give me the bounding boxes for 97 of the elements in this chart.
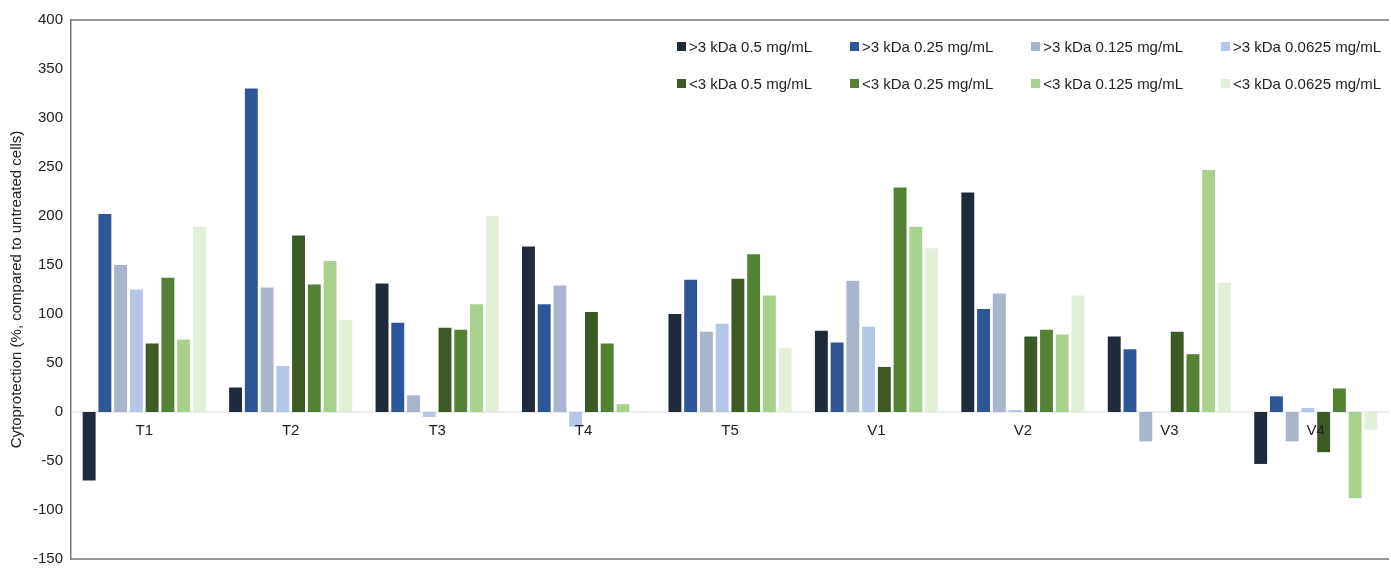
bar — [925, 248, 939, 412]
bar — [977, 309, 990, 412]
y-tick-label: 0 — [54, 402, 64, 420]
bar — [584, 312, 598, 412]
bar — [1254, 412, 1268, 464]
bar — [1139, 412, 1153, 442]
legend-label: >3 kDa 0.25 mg/mL — [861, 38, 994, 55]
y-tick-label: 150 — [37, 255, 64, 273]
bar — [569, 412, 583, 427]
bar — [391, 322, 405, 412]
bar — [438, 327, 452, 412]
legend-label: <3 kDa 0.0625 mg/mL — [1232, 75, 1381, 92]
y-tick-label: 350 — [37, 59, 64, 77]
y-axis-title: Cytoprotection (%, compared to untreated cells) — [7, 130, 25, 449]
legend-label: >3 kDa 0.0625 mg/mL — [1232, 38, 1381, 55]
bar — [814, 330, 828, 412]
x-tick-label: T2 — [281, 420, 300, 438]
bar — [1170, 331, 1184, 412]
bar — [276, 365, 290, 412]
bar — [537, 304, 551, 412]
bar — [292, 235, 306, 412]
legend-label: >3 kDa 0.125 mg/mL — [1043, 38, 1183, 55]
bar — [1269, 396, 1283, 412]
bar — [1301, 408, 1315, 412]
bar — [877, 366, 891, 412]
y-tick-label: -150 — [32, 549, 64, 567]
bar — [98, 214, 112, 412]
x-tick-label: T4 — [574, 420, 593, 438]
y-tick-label: 50 — [46, 353, 64, 371]
y-tick-label: 200 — [37, 206, 64, 224]
bar — [747, 254, 761, 412]
y-tick-label: 100 — [37, 304, 64, 322]
legend-label: <3 kDa 0.5 mg/mL — [689, 75, 812, 92]
bar — [715, 323, 729, 412]
bar — [1107, 336, 1121, 412]
bar — [553, 285, 567, 412]
bar — [422, 412, 436, 417]
bar — [1040, 329, 1053, 412]
x-tick-label: V2 — [1013, 420, 1033, 438]
bar — [846, 280, 860, 412]
bar — [762, 295, 776, 412]
x-tick-label: T5 — [721, 420, 739, 438]
bar — [668, 314, 682, 412]
y-tick-label: -50 — [41, 451, 64, 469]
bar — [114, 265, 128, 412]
bar — [699, 331, 713, 412]
x-tick-label: V1 — [867, 420, 886, 438]
bar — [778, 348, 792, 412]
bar — [522, 246, 535, 412]
bar — [1123, 349, 1137, 412]
bar — [244, 88, 258, 412]
bar — [600, 343, 614, 412]
bar — [731, 278, 745, 412]
bar — [830, 342, 844, 412]
bar — [145, 343, 159, 412]
bar — [992, 293, 1006, 412]
legend-label: >3 kDa 0.5 mg/mL — [689, 38, 812, 55]
bar — [1348, 412, 1362, 499]
bar — [307, 284, 321, 412]
bar — [1332, 388, 1346, 412]
bar — [1285, 412, 1299, 442]
bar — [1186, 354, 1200, 412]
bar — [684, 279, 698, 412]
x-tick-label: T3 — [428, 420, 446, 438]
x-tick-label: V3 — [1160, 420, 1179, 438]
y-tick-label: 300 — [37, 108, 64, 126]
bar — [862, 326, 876, 412]
bar — [470, 304, 483, 412]
bar — [1071, 295, 1085, 412]
bar — [893, 187, 907, 412]
bar — [129, 289, 143, 412]
bar — [909, 226, 923, 412]
bar — [1024, 336, 1038, 412]
bar — [82, 412, 96, 481]
bar — [177, 339, 191, 412]
bar — [161, 277, 175, 412]
bar — [192, 226, 206, 412]
bar — [407, 395, 420, 412]
bar — [1364, 412, 1378, 430]
legend-label: <3 kDa 0.25 mg/mL — [861, 75, 994, 92]
bar — [961, 192, 975, 412]
bar — [260, 287, 274, 412]
x-tick-label: T1 — [135, 420, 153, 438]
bar — [616, 404, 630, 412]
bar — [1055, 334, 1069, 412]
y-tick-label: 400 — [37, 10, 64, 28]
bar — [323, 261, 337, 412]
y-tick-label: 250 — [37, 157, 64, 175]
bar — [375, 283, 389, 412]
y-tick-label: -100 — [32, 500, 64, 518]
bar — [229, 387, 243, 412]
bar — [485, 216, 499, 412]
bar — [1202, 169, 1216, 412]
bar — [339, 319, 353, 412]
bar — [454, 329, 468, 412]
legend-label: <3 kDa 0.125 mg/mL — [1043, 75, 1183, 92]
bar — [1217, 282, 1231, 412]
